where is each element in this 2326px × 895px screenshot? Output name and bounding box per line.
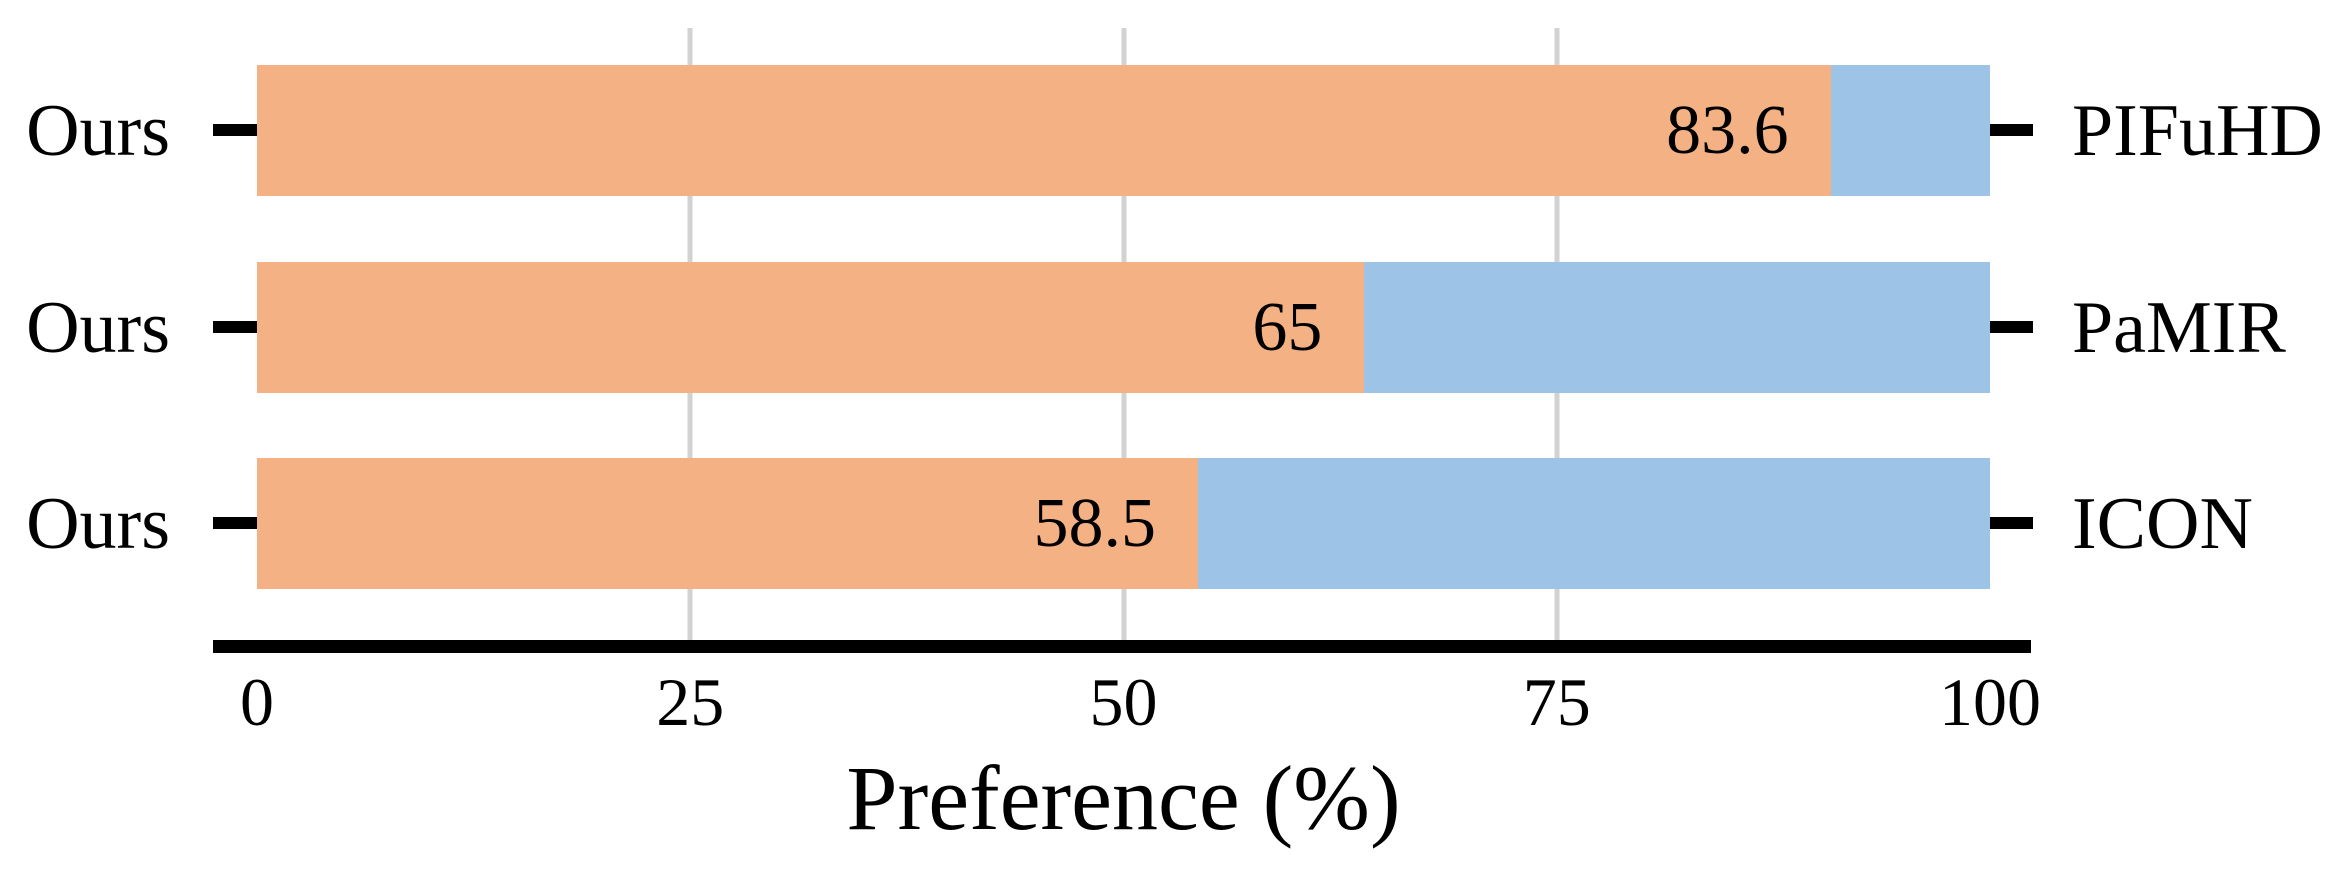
left-tick-2 (213, 517, 257, 529)
row-label-pifuhd: PIFuHD (2072, 89, 2323, 172)
x-tick-label-0: 0 (240, 664, 274, 740)
row-label-ours-1: Ours (26, 286, 170, 369)
bar-row-icon: 58.5 (257, 458, 1990, 589)
row-label-pamir: PaMIR (2072, 286, 2286, 369)
row-label-ours-2: Ours (26, 482, 170, 565)
bar-segment-pifuhd (1830, 65, 1990, 196)
x-tick-labels: 0 25 50 75 100 (240, 664, 2041, 748)
x-axis-title: Preference (%) (846, 747, 1401, 849)
bar-segment-ours-pifuhd: 83.6 (257, 65, 1831, 196)
row-label-icon: ICON (2072, 482, 2253, 565)
bar-segment-ours-icon: 58.5 (257, 458, 1199, 589)
row-label-ours-0: Ours (26, 89, 170, 172)
bar-segment-ours-pamir: 65 (257, 262, 1365, 393)
x-tick-label-25: 25 (656, 664, 725, 740)
x-tick-label-75: 75 (1522, 664, 1591, 740)
bar-row-pamir: 65 (257, 262, 1990, 393)
right-tick-0 (1990, 124, 2033, 136)
x-axis-line (213, 640, 2031, 653)
left-tick-1 (213, 321, 257, 333)
bar-row-pifuhd: 83.6 (257, 65, 1990, 196)
right-tick-1 (1990, 321, 2033, 333)
x-tick-label-100: 100 (1939, 664, 2041, 740)
bar-segment-pamir (1364, 262, 1990, 393)
left-tick-0 (213, 124, 257, 136)
bar-value-label: 83.6 (1666, 91, 1789, 169)
bar-value-label: 58.5 (1033, 484, 1157, 562)
bar-value-label: 65 (1252, 288, 1323, 366)
bar-segment-icon (1198, 458, 1990, 589)
right-tick-2 (1990, 517, 2033, 529)
x-tick-label-50: 50 (1089, 664, 1158, 740)
